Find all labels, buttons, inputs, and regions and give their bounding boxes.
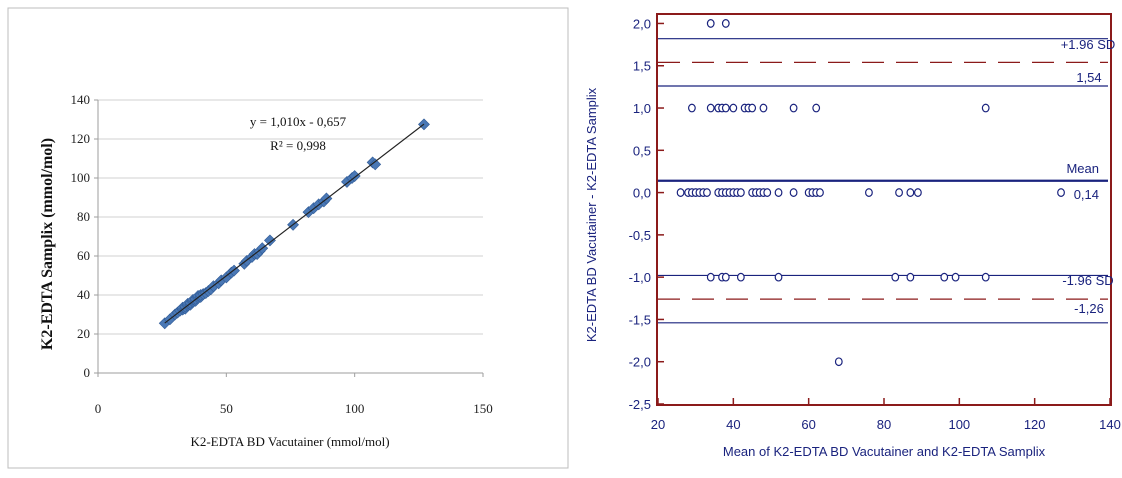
- regression-chart: 0 20 40 60 80 100 120 140 0 50 100 150 y = 1,010x …: [7, 7, 569, 469]
- data-point: [789, 103, 798, 113]
- data-point: [834, 357, 843, 367]
- y-tick-label: 140: [71, 92, 91, 107]
- r-squared-label: R² = 0,998: [270, 138, 326, 153]
- chart-frame: [7, 7, 569, 469]
- x-tick-label: 40: [726, 417, 740, 432]
- regression-equation: y = 1,010x - 0,657: [250, 114, 347, 129]
- data-point: [687, 103, 696, 113]
- x-axis-label: Mean of K2-EDTA BD Vacutainer and K2-EDT…: [723, 444, 1046, 459]
- x-tick-label: 60: [801, 417, 815, 432]
- data-point: [865, 188, 873, 197]
- data-point: [891, 272, 900, 282]
- plot-frame: [656, 13, 1112, 406]
- data-point: [369, 158, 382, 171]
- y-tick-label: 20: [77, 326, 90, 341]
- x-tick-label: 0: [95, 401, 102, 416]
- lower-limit-label: -1.96 SD: [1062, 273, 1113, 288]
- x-tick-label: 50: [220, 401, 233, 416]
- y-tick-label: 0: [84, 365, 91, 380]
- x-tick-label: 100: [345, 401, 365, 416]
- y-tick-label: 1,5: [633, 59, 651, 74]
- lower-limit-value: -1,26: [1074, 301, 1104, 316]
- data-point: [721, 103, 730, 113]
- x-tick-label: 80: [877, 417, 891, 432]
- data-point: [774, 272, 783, 282]
- x-tick-label: 140: [1099, 417, 1121, 432]
- y-tick-label: -2,0: [629, 355, 651, 370]
- y-tick-label: 0,5: [633, 143, 651, 158]
- data-point: [721, 272, 730, 282]
- upper-limit-value: 1,54: [1076, 70, 1101, 85]
- trend-line: [164, 123, 425, 324]
- x-tick-label: 100: [948, 417, 970, 432]
- data-point: [729, 103, 738, 113]
- y-tick-label: -2,5: [629, 397, 651, 412]
- data-point: [951, 272, 960, 282]
- data-point: [981, 272, 990, 282]
- data-point: [706, 103, 715, 113]
- data-point: [816, 188, 824, 197]
- mean-value: 0,14: [1074, 187, 1099, 202]
- data-point: [736, 188, 745, 197]
- mean-label: Mean: [1066, 161, 1099, 176]
- regression-chart-panel: 0 20 40 60 80 100 120 140 0 50 100 150 y = 1,010x …: [7, 7, 569, 469]
- y-tick-label: 80: [77, 209, 90, 224]
- data-point: [763, 188, 772, 197]
- data-point: [264, 234, 276, 247]
- y-tick-label: 1,0: [633, 101, 651, 116]
- data-point: [906, 272, 915, 282]
- data-point: [706, 272, 715, 282]
- data-point: [748, 103, 757, 113]
- data-point: [981, 103, 990, 113]
- x-tick-label: 150: [473, 401, 493, 416]
- y-tick-label: 60: [77, 248, 90, 263]
- x-tick-label: 20: [651, 417, 665, 432]
- data-point: [759, 103, 768, 113]
- y-tick-label: 2,0: [633, 16, 651, 31]
- x-tick-label: 120: [1024, 417, 1046, 432]
- data-point: [1057, 188, 1065, 197]
- data-point: [940, 272, 949, 282]
- y-axis-label: K2-EDTA Samplix (mmol/mol): [39, 138, 56, 350]
- y-tick-label: 0,0: [633, 186, 651, 201]
- data-point: [812, 103, 821, 113]
- data-point: [906, 188, 915, 197]
- y-tick-label: 120: [71, 131, 91, 146]
- data-point: [676, 188, 685, 197]
- upper-limit-label: +1.96 SD: [1061, 37, 1116, 52]
- bland-altman-chart: 2,0 1,5 1,0 0,5 0,0 -0,5 -1,0 -1,5 -2,0 -2,5 20 40…: [584, 13, 1121, 459]
- y-tick-label: 100: [71, 170, 91, 185]
- data-point: [789, 188, 798, 197]
- data-point: [914, 188, 922, 197]
- data-point: [736, 272, 745, 282]
- y-tick-label: -1,5: [629, 312, 651, 327]
- bland-altman-panel: 2,0 1,5 1,0 0,5 0,0 -0,5 -1,0 -1,5 -2,0 -2,5 20 40…: [578, 0, 1122, 478]
- y-axis-label: K2-EDTA BD Vacutainer - K2-EDTA Samplix: [584, 87, 599, 342]
- y-tick-label: 40: [77, 287, 90, 302]
- data-point: [703, 188, 711, 197]
- x-axis-label: K2-EDTA BD Vacutainer (mmol/mol): [190, 434, 389, 449]
- data-point: [774, 188, 783, 197]
- y-tick-label: -0,5: [629, 228, 651, 243]
- y-tick-label: -1,0: [629, 270, 651, 285]
- data-point: [721, 19, 730, 28]
- data-point: [706, 19, 715, 28]
- data-point: [895, 188, 903, 197]
